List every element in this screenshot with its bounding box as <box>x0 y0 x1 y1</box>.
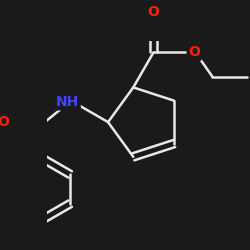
Text: O: O <box>188 45 200 59</box>
Text: O: O <box>148 5 160 19</box>
Text: NH: NH <box>56 95 79 109</box>
Text: O: O <box>0 115 9 129</box>
